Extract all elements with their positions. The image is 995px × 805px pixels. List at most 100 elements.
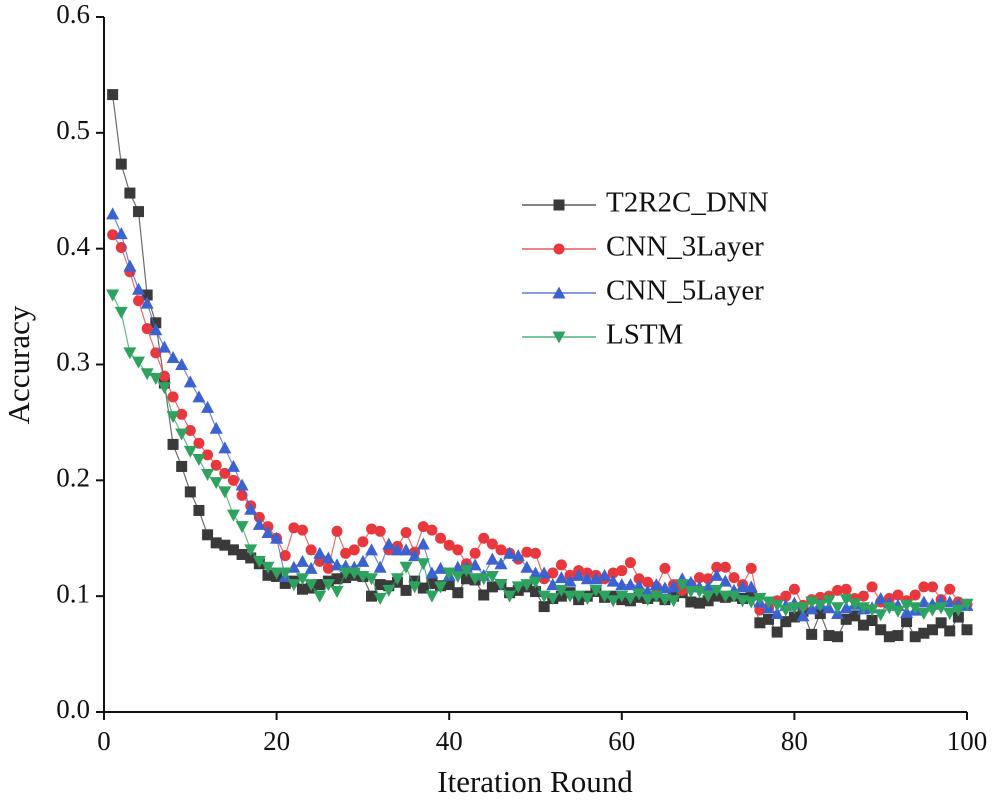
marker	[494, 557, 508, 570]
marker	[252, 517, 266, 530]
marker	[244, 502, 258, 515]
marker	[157, 340, 171, 353]
marker	[892, 589, 904, 601]
marker	[659, 562, 671, 574]
marker	[106, 289, 120, 302]
marker	[278, 567, 292, 580]
marker	[296, 524, 308, 536]
marker	[521, 546, 533, 558]
marker	[909, 589, 921, 601]
y-tick-label: 0.1	[56, 578, 90, 608]
y-tick-label: 0.5	[56, 115, 90, 145]
marker	[649, 578, 663, 591]
marker	[416, 558, 430, 571]
marker	[279, 550, 291, 562]
marker	[382, 584, 396, 597]
marker	[374, 525, 386, 537]
marker	[753, 592, 767, 605]
marker	[477, 573, 491, 586]
marker	[331, 573, 343, 585]
marker	[425, 566, 439, 579]
marker	[641, 585, 655, 598]
marker	[641, 594, 655, 607]
marker	[140, 368, 154, 381]
marker	[615, 578, 629, 591]
marker	[210, 459, 222, 471]
y-tick-label: 0.6	[56, 0, 90, 29]
marker	[158, 370, 170, 382]
marker	[546, 578, 560, 591]
marker	[252, 555, 266, 568]
marker	[684, 575, 698, 588]
marker	[167, 391, 179, 403]
marker	[175, 428, 189, 441]
marker	[390, 543, 404, 556]
y-tick-label: 0.3	[56, 347, 90, 377]
marker	[530, 547, 541, 559]
marker	[754, 617, 766, 629]
marker	[235, 521, 249, 534]
marker	[176, 408, 188, 420]
marker	[606, 574, 620, 587]
marker	[685, 596, 697, 608]
marker	[295, 554, 309, 567]
marker	[313, 590, 327, 603]
marker	[426, 577, 438, 589]
marker	[745, 589, 757, 601]
marker	[598, 568, 612, 581]
marker	[780, 616, 792, 628]
marker	[106, 207, 120, 220]
marker	[166, 411, 180, 424]
marker	[849, 610, 861, 622]
marker	[235, 478, 249, 491]
marker	[167, 438, 179, 450]
marker	[459, 565, 473, 578]
marker	[589, 584, 603, 597]
marker	[806, 628, 818, 640]
marker	[813, 599, 827, 612]
marker	[176, 460, 188, 472]
marker	[553, 199, 565, 211]
marker	[340, 547, 352, 559]
marker	[780, 590, 792, 602]
marker	[347, 567, 361, 580]
marker	[607, 567, 619, 579]
marker	[244, 544, 258, 557]
marker	[236, 548, 248, 560]
marker	[814, 608, 826, 620]
marker	[460, 573, 472, 585]
marker	[554, 571, 568, 584]
marker	[357, 536, 369, 548]
marker	[926, 581, 938, 593]
marker	[925, 604, 939, 617]
marker	[365, 573, 379, 586]
marker	[468, 573, 482, 586]
marker	[917, 608, 931, 621]
y-tick-label: 0.0	[56, 694, 90, 724]
y-tick-label: 0.4	[56, 231, 90, 261]
marker	[374, 579, 386, 591]
marker	[330, 586, 344, 599]
marker	[667, 580, 681, 593]
marker	[788, 583, 800, 595]
x-tick-label: 0	[97, 726, 111, 756]
marker	[209, 421, 223, 434]
marker	[141, 323, 153, 335]
y-tick-label: 0.2	[56, 463, 90, 493]
marker	[710, 568, 724, 581]
marker	[304, 579, 318, 592]
marker	[840, 583, 852, 595]
marker	[141, 289, 153, 301]
marker	[693, 597, 705, 609]
marker	[192, 390, 206, 403]
marker	[287, 579, 301, 592]
marker	[366, 590, 378, 602]
marker	[468, 558, 482, 571]
marker	[951, 604, 965, 617]
marker	[166, 351, 180, 364]
marker	[321, 551, 335, 564]
marker	[770, 607, 784, 620]
marker	[399, 561, 413, 574]
marker	[693, 572, 705, 584]
